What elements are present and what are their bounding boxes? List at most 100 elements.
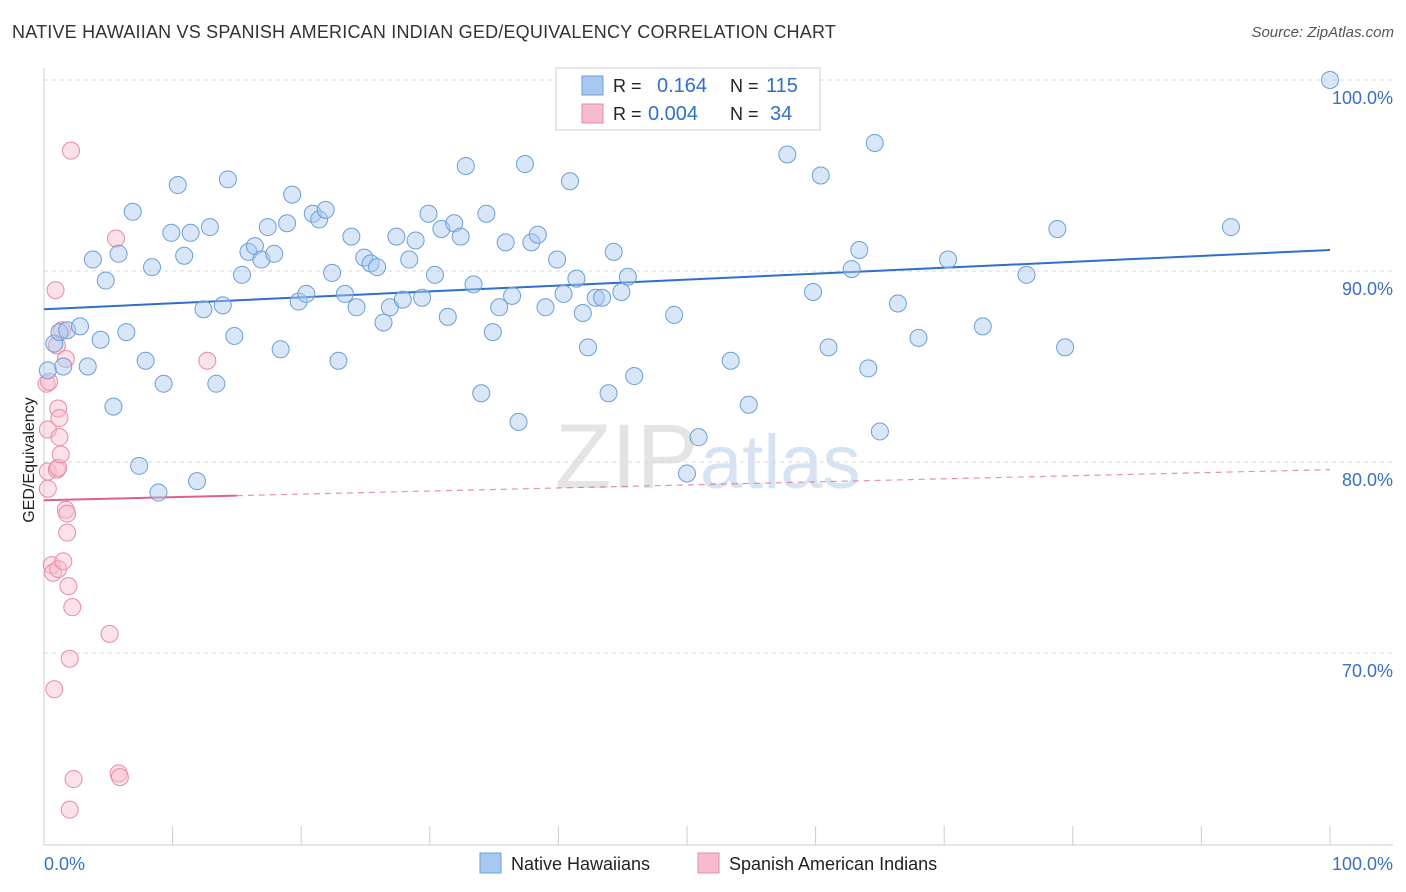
blue-point-91 [665,305,684,324]
pink-point-32 [110,768,129,787]
blue-point-54 [387,227,406,246]
series-spanish-american-indians [37,141,217,819]
blue-point-80 [560,172,579,191]
x-tick-label-max: 100.0% [1332,854,1393,874]
blue-point-55 [393,290,412,309]
legend-n-value-2: 34 [770,103,792,125]
blue-point-27 [213,296,232,315]
legend-r-value-1: 0.164 [657,75,707,97]
blue-point-58 [413,288,432,307]
pink-point-8 [46,281,65,300]
blue-point-39 [289,292,308,311]
gridlines [44,79,1393,654]
y-tick-label-0: 100.0% [1332,88,1393,108]
blue-point-60 [425,265,444,284]
blue-point-92 [678,464,696,483]
trend-line-pink [43,494,237,502]
pink-point-26 [62,141,81,160]
pink-point-12 [49,399,68,418]
blue-point-90 [625,367,644,386]
blue-point-57 [406,231,425,250]
blue-point-62 [438,307,457,326]
blue-point-10 [104,397,123,416]
blue-point-26 [207,374,226,393]
blue-point-23 [188,472,207,491]
blue-point-36 [271,340,290,359]
blue-point-59 [419,204,438,223]
blue-point-67 [472,384,491,403]
blue-point-101 [842,260,861,279]
blue-point-43 [316,200,335,219]
pink-point-21 [58,504,77,523]
blue-point-86 [599,384,618,403]
legend-r-value-2: 0.004 [648,103,698,125]
blue-point-106 [888,294,907,313]
blue-point-64 [451,227,470,246]
pink-point-3 [38,479,57,498]
pink-point-30 [107,229,126,248]
blue-point-47 [342,227,361,246]
blue-point-77 [536,298,555,317]
blue-point-38 [283,185,302,204]
blue-point-3 [54,357,73,376]
pink-point-25 [60,800,79,819]
blue-point-81 [567,269,586,288]
blue-point-34 [258,218,277,237]
legend-series: Native Hawaiians Spanish American Indian… [479,852,937,874]
blue-point-83 [578,338,597,357]
pink-point-14 [50,428,69,447]
blue-point-20 [168,176,187,195]
legend-n-label-1: N = [730,76,759,96]
blue-point-37 [278,214,297,233]
blue-point-5 [71,317,90,336]
blue-point-103 [859,359,878,378]
blue-point-105 [870,422,889,441]
blue-point-89 [618,267,637,286]
blue-point-114 [1321,71,1339,89]
pink-point-27 [63,598,82,617]
blue-point-76 [528,225,547,244]
y-tick-label-1: 90.0% [1342,279,1393,299]
blue-point-46 [335,284,354,303]
blue-point-102 [850,240,869,259]
blue-point-25 [200,218,219,237]
blue-point-11 [109,244,128,263]
legend-bottom-swatch-blue [479,852,502,874]
blue-point-85 [593,288,612,307]
axes [43,68,1393,846]
blue-point-18 [154,374,173,393]
legend-n-label-2: N = [730,104,759,124]
blue-point-112 [1056,338,1075,357]
blue-point-14 [130,456,149,475]
blue-point-78 [548,250,567,269]
blue-point-98 [804,283,823,302]
blue-point-13 [123,202,142,221]
blue-point-87 [604,242,623,261]
blue-point-113 [1221,218,1240,237]
blue-point-68 [477,204,496,223]
blue-point-45 [329,351,348,370]
blue-point-44 [323,263,342,282]
blue-point-28 [218,170,237,189]
watermark: ZIP atlas [555,406,861,508]
pink-point-4 [40,372,59,391]
blue-point-8 [91,330,110,349]
pink-point-28 [64,770,83,789]
blue-point-1 [45,334,64,353]
pink-point-15 [50,409,69,428]
source-label: Source: ZipAtlas.com [1251,24,1394,41]
blue-point-71 [496,233,515,252]
blue-point-6 [78,357,97,376]
blue-point-48 [347,298,366,317]
blue-point-21 [175,246,194,265]
legend-n-value-1: 115 [766,75,798,97]
blue-point-99 [811,166,830,185]
blue-point-82 [573,304,592,323]
blue-point-109 [973,317,992,336]
y-tick-label-3: 70.0% [1342,661,1393,681]
blue-point-30 [233,265,252,284]
pink-point-29 [100,624,119,643]
legend-bottom-label-blue: Native Hawaiians [511,854,650,874]
pink-point-24 [60,649,79,668]
